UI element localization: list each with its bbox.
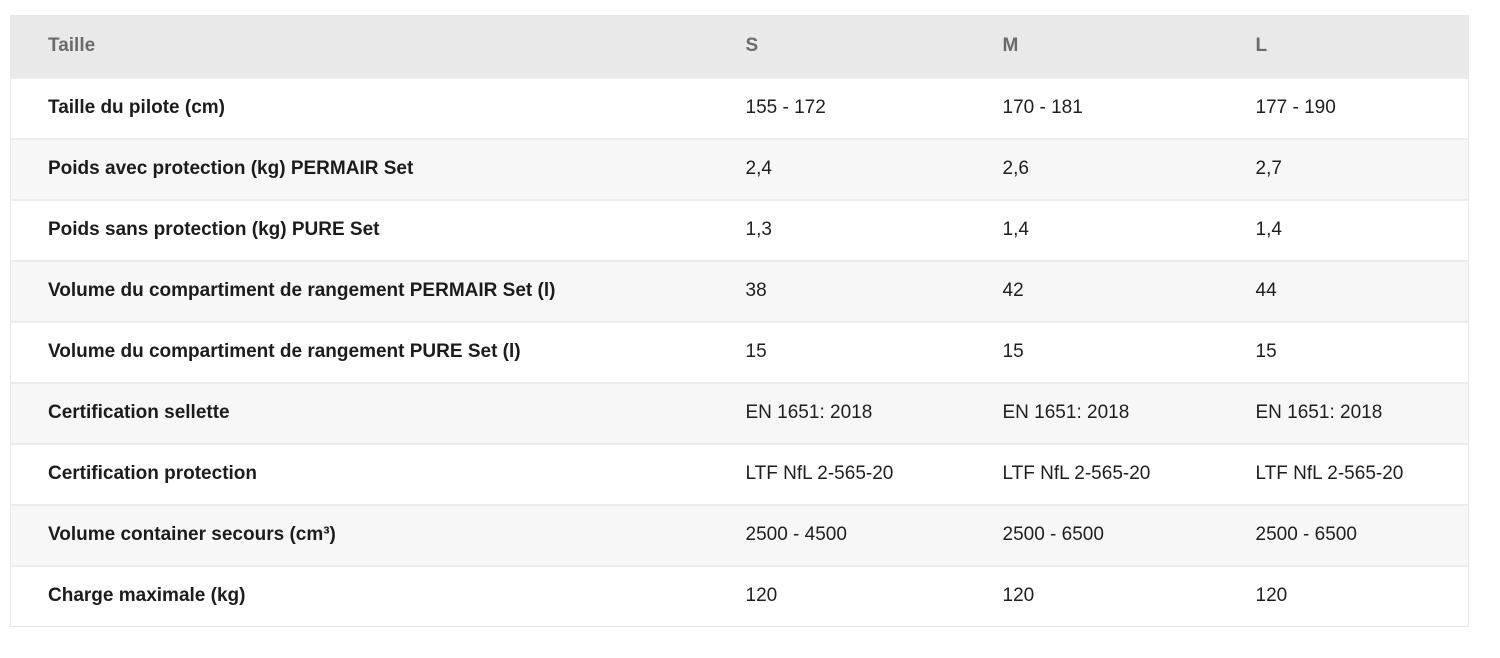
cell-value-m: 170 - 181 [1002,97,1083,118]
cell-value-m: EN 1651: 2018 [1002,402,1130,423]
cell-value-m: LTF NfL 2-565-20 [1002,463,1151,484]
cell-value-s: 15 [745,341,767,362]
table-row-max-load: Charge maximale (kg) 120 120 120 [10,565,1469,627]
cell-value-m: 42 [1002,280,1024,301]
cell-value-l: 2,7 [1255,158,1282,179]
table-row-weight-without-protection: Poids sans protection (kg) PURE Set 1,3 … [10,199,1469,261]
cell-value-s: 120 [745,585,778,607]
cell-value-l: 2500 - 6500 [1255,524,1357,545]
cell-value-l: 15 [1255,341,1277,362]
cell-value-m: 120 [1002,585,1035,607]
row-label: Poids avec protection (kg) PERMAIR Set [48,158,414,179]
spec-table: Taille S M L Taille du pilote (cm) 155 -… [10,15,1469,627]
row-label: Volume container secours (cm³) [48,524,336,545]
row-label: Poids sans protection (kg) PURE Set [48,219,380,240]
column-header-size-l: L [1255,35,1268,57]
cell-value-m: 1,4 [1002,219,1029,240]
cell-value-l: LTF NfL 2-565-20 [1255,463,1404,484]
cell-value-l: 1,4 [1255,219,1282,240]
column-header-size-s: S [745,35,759,57]
table-header-row: Taille S M L [10,15,1469,78]
cell-value-s: LTF NfL 2-565-20 [745,463,894,484]
table-row-storage-volume-pure: Volume du compartiment de rangement PURE… [10,321,1469,383]
cell-value-s: 2500 - 4500 [745,524,847,545]
row-label: Certification protection [48,463,258,484]
table-row-harness-certification: Certification sellette EN 1651: 2018 EN … [10,382,1469,444]
cell-value-s: 155 - 172 [745,97,826,118]
column-header-taille: Taille [48,35,96,57]
cell-value-s: EN 1651: 2018 [745,402,873,423]
table-row-storage-volume-permair: Volume du compartiment de rangement PERM… [10,260,1469,322]
table-row-protection-certification: Certification protection LTF NfL 2-565-2… [10,443,1469,505]
row-label: Charge maximale (kg) [48,585,246,607]
cell-value-m: 2,6 [1002,158,1029,179]
cell-value-s: 38 [745,280,767,301]
table-row-weight-with-protection: Poids avec protection (kg) PERMAIR Set 2… [10,138,1469,200]
cell-value-m: 2500 - 6500 [1002,524,1104,545]
table-row-reserve-container-volume: Volume container secours (cm³) 2500 - 45… [10,504,1469,566]
table-row-pilot-height: Taille du pilote (cm) 155 - 172 170 - 18… [10,77,1469,139]
row-label: Volume du compartiment de rangement PURE… [48,341,521,362]
cell-value-l: 177 - 190 [1255,97,1336,118]
row-label: Certification sellette [48,402,230,423]
cell-value-l: 120 [1255,585,1288,607]
row-label: Taille du pilote (cm) [48,97,225,118]
column-header-size-m: M [1002,35,1019,57]
cell-value-m: 15 [1002,341,1024,362]
row-label: Volume du compartiment de rangement PERM… [48,280,556,301]
cell-value-s: 1,3 [745,219,772,240]
cell-value-l: EN 1651: 2018 [1255,402,1383,423]
cell-value-l: 44 [1255,280,1277,301]
cell-value-s: 2,4 [745,158,772,179]
